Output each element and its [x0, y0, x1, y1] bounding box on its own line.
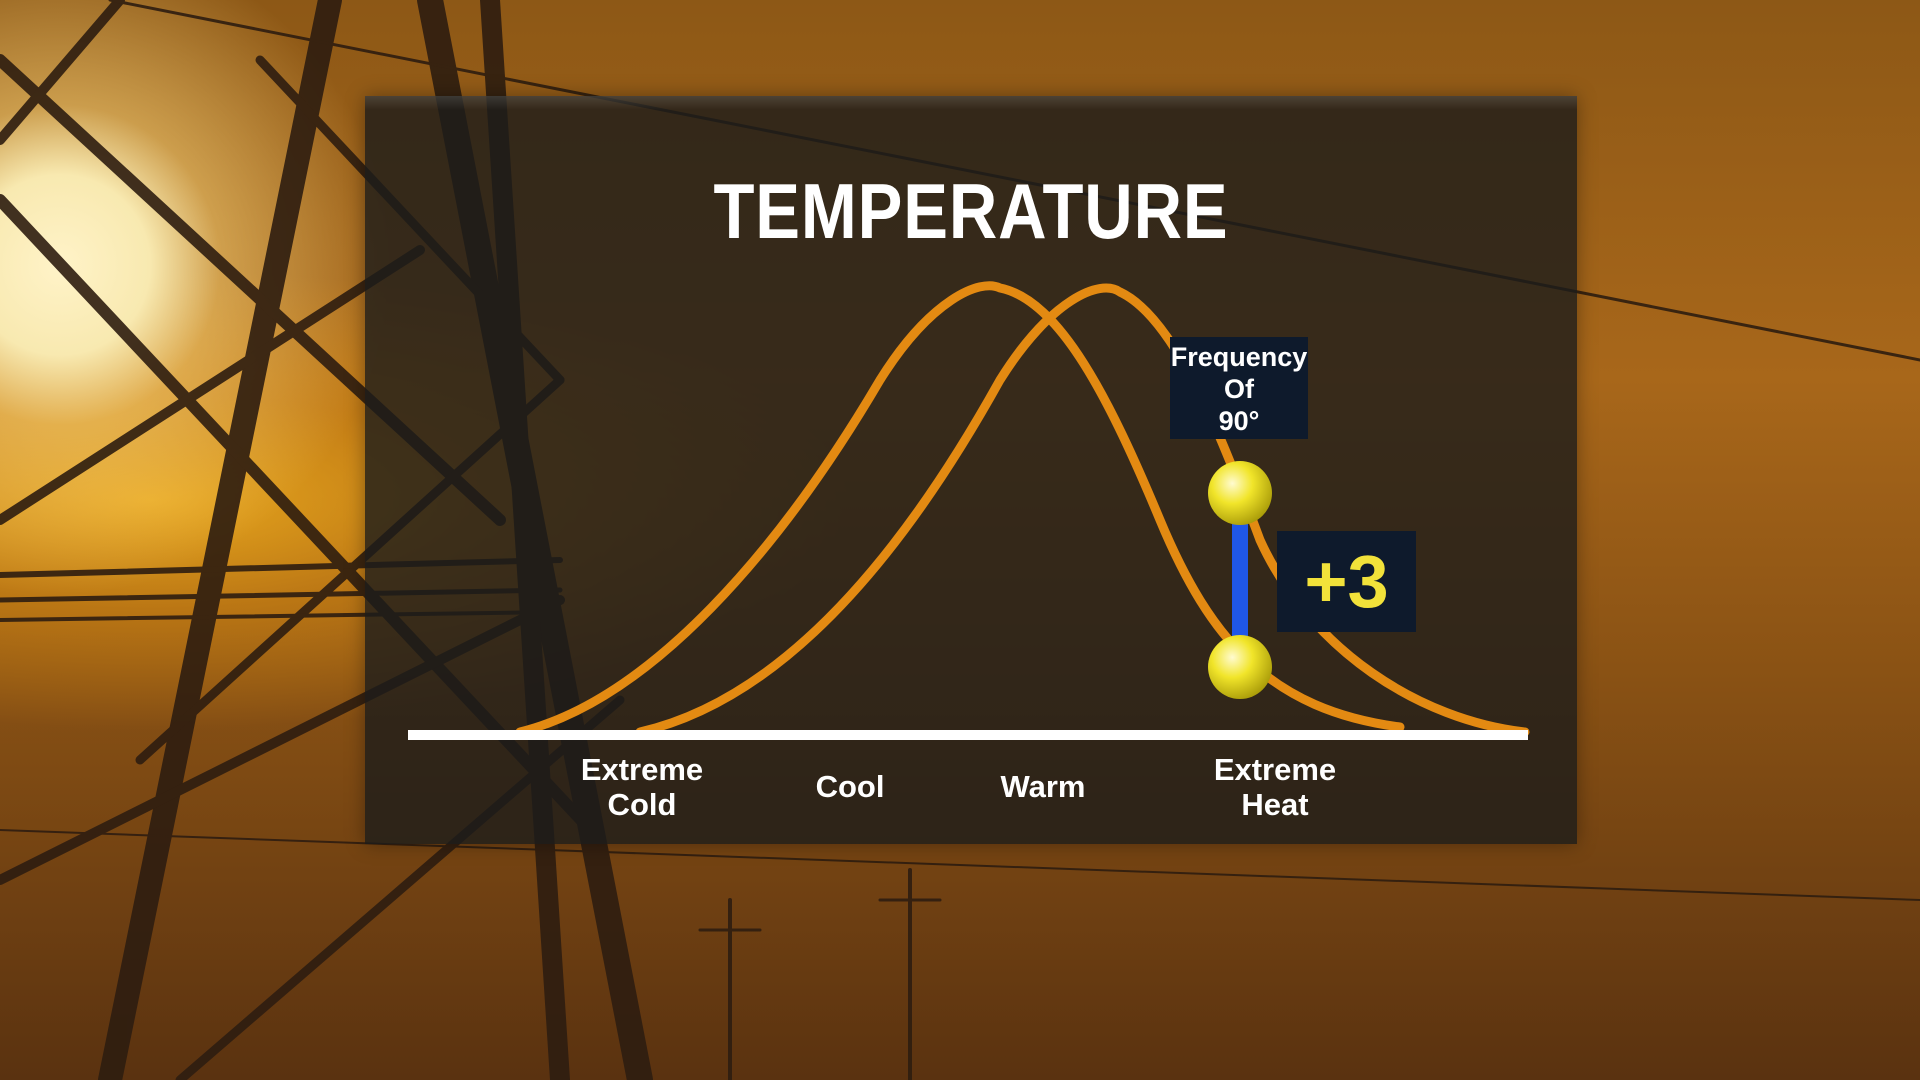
axis-label-cool: Cool	[815, 769, 885, 804]
shifted-distribution-curve	[635, 283, 1530, 737]
frequency-callout-line: Of	[1224, 374, 1254, 404]
baseline-curve-marker	[1208, 635, 1272, 699]
x-axis-line	[408, 730, 1528, 740]
delta-callout: +3	[1277, 531, 1416, 632]
axis-label-extreme-cold: Extreme Cold	[580, 752, 704, 822]
frequency-callout-line: 90°	[1218, 406, 1260, 436]
axis-label-extreme-heat: Extreme Heat	[1213, 752, 1337, 822]
frequency-callout: Frequency Of 90°	[1170, 337, 1308, 439]
shifted-curve-marker	[1208, 461, 1272, 525]
frequency-callout-line: Frequency	[1170, 342, 1308, 372]
panel-top-highlight	[365, 96, 1577, 110]
chart-title: TEMPERATURE	[713, 167, 1229, 255]
delta-connector-bar	[1232, 494, 1248, 666]
baseline-distribution-curve	[515, 281, 1405, 737]
axis-label-warm: Warm	[1000, 769, 1086, 804]
